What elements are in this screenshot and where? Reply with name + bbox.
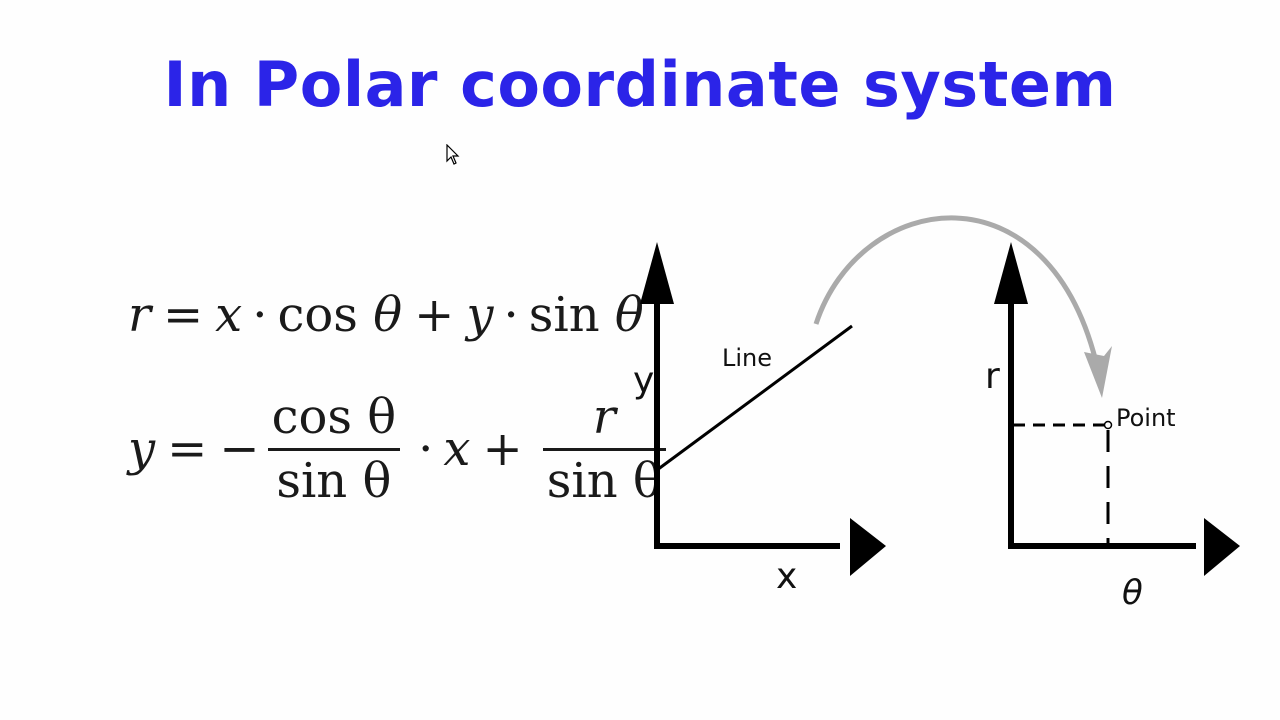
y-axis-label: y bbox=[633, 360, 654, 401]
eq2-x: x bbox=[443, 421, 471, 477]
x-axis-label: x bbox=[776, 556, 797, 597]
slide-title: In Polar coordinate system bbox=[163, 48, 1117, 121]
fraction-2-numerator: r bbox=[592, 388, 616, 445]
fraction-2-bar bbox=[542, 447, 666, 451]
r-axis-arrowhead-icon bbox=[994, 242, 1028, 304]
eq2-equals: = bbox=[167, 421, 208, 477]
cartesian-line bbox=[656, 324, 853, 472]
fraction-1-bar bbox=[267, 447, 401, 451]
eq1-cos: cos bbox=[277, 287, 358, 343]
eq1-dot-2: · bbox=[503, 287, 519, 343]
equations: r = x · cos θ + y · sin θ y = − cos θ si… bbox=[128, 270, 666, 524]
eq1-equals: = bbox=[162, 287, 204, 343]
transform-arrowhead-icon bbox=[1084, 346, 1112, 398]
fraction-cos-over-sin: cos θ sin θ bbox=[267, 387, 401, 512]
cartesian-panel: y x Line bbox=[633, 242, 886, 597]
hough-panel: r θ Point bbox=[985, 242, 1240, 613]
eq1-sin: sin bbox=[528, 287, 600, 343]
fraction-2-denominator: sin θ bbox=[546, 452, 662, 509]
point-label: Point bbox=[1116, 404, 1176, 432]
fraction-1-numerator: cos θ bbox=[271, 388, 397, 445]
fraction-r-over-sin: r sin θ bbox=[542, 387, 666, 512]
x-axis-left-arrowhead-icon bbox=[850, 518, 886, 576]
eq2-plus: + bbox=[482, 421, 523, 477]
equation-y: y = − cos θ sin θ · x + r sin θ bbox=[128, 374, 666, 524]
line-label: Line bbox=[722, 344, 772, 372]
eq1-theta-1: θ bbox=[373, 287, 403, 343]
hough-point bbox=[1103, 420, 1113, 430]
transform-arrow bbox=[813, 215, 1112, 398]
eq1-y: y bbox=[466, 287, 494, 343]
eq1-theta-2: θ bbox=[614, 287, 644, 343]
eq1-lhs: r bbox=[128, 287, 151, 343]
fraction-1-denominator: sin θ bbox=[276, 452, 392, 509]
eq2-minus: − bbox=[219, 421, 260, 477]
eq2-lhs: y bbox=[128, 421, 156, 477]
eq1-dot-1: · bbox=[252, 287, 268, 343]
hough-transform-diagram: y x Line r θ Point bbox=[633, 215, 1240, 613]
theta-axis-arrowhead-icon bbox=[1204, 518, 1240, 576]
transform-arrow-curve bbox=[813, 215, 1101, 371]
eq2-dot: · bbox=[418, 421, 434, 477]
equation-r: r = x · cos θ + y · sin θ bbox=[128, 270, 644, 360]
r-axis-label: r bbox=[985, 356, 1000, 397]
eq1-x: x bbox=[215, 287, 243, 343]
mouse-pointer-icon bbox=[446, 144, 460, 165]
y-axis-left-arrowhead-icon bbox=[640, 242, 674, 304]
theta-axis-label: θ bbox=[1122, 573, 1143, 613]
eq1-plus: + bbox=[414, 287, 455, 343]
